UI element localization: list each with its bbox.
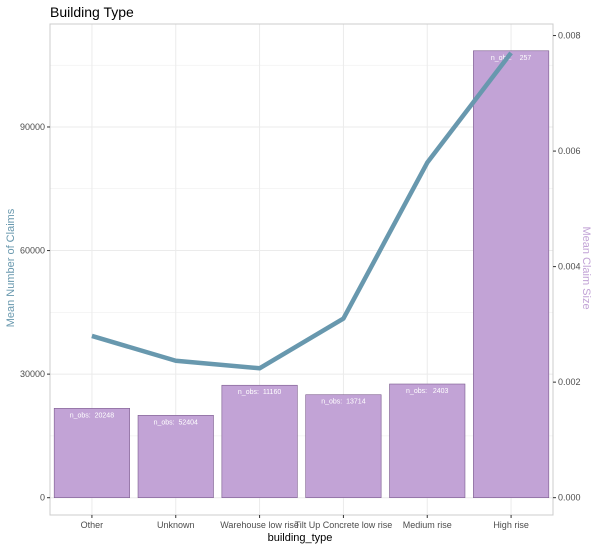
right-y-axis-title: Mean Claim Size <box>580 226 592 309</box>
x-tick-label: Medium rise <box>403 520 452 530</box>
right-y-tick-label: 0.004 <box>558 262 581 272</box>
left-y-axis: 0 30000 60000 90000 <box>20 122 50 503</box>
bar-5 <box>473 50 550 498</box>
x-tick-label: Warehouse low rise <box>220 520 299 530</box>
bar-label-3: n_obs: 13714 <box>321 399 365 406</box>
left-y-tick-label: 90000 <box>20 122 45 132</box>
right-y-tick-label: 0.002 <box>558 377 581 387</box>
left-y-axis-title: Mean Number of Claims <box>5 208 17 327</box>
bar-label-1: n_obs: 52404 <box>154 419 198 426</box>
right-y-tick-label: 0.006 <box>558 146 581 156</box>
mean-claim-size-line <box>91 51 513 371</box>
panel-border <box>49 23 554 516</box>
x-tick-label: Unknown <box>157 520 195 530</box>
bars-group: n_obs: 20248 n_obs: 52404 n_obs: 11160 n_ob… <box>53 50 550 498</box>
right-y-axis: 0.000 0.002 0.004 0.006 0.008 <box>553 31 581 503</box>
bar-label-5: n_obs: 257 <box>491 55 532 62</box>
bar-0 <box>53 408 130 498</box>
left-y-tick-label: 60000 <box>20 246 45 256</box>
x-axis-title: building_type <box>268 532 333 544</box>
line-series-group <box>91 51 513 371</box>
right-y-tick-label: 0.008 <box>558 31 581 41</box>
x-tick-label: Tilt Up Concrete low rise <box>295 520 393 530</box>
chart-title: Building Type <box>50 4 134 20</box>
bar-3 <box>305 394 382 498</box>
bar-1 <box>137 415 214 498</box>
bar-label-0: n_obs: 20248 <box>70 412 114 419</box>
bar-label-2: n_obs: 11160 <box>238 389 281 396</box>
x-tick-label: High rise <box>493 520 529 530</box>
left-y-tick-label: 30000 <box>20 369 45 379</box>
bar-4 <box>389 383 466 498</box>
bar-2 <box>221 384 298 498</box>
left-y-tick-label: 0 <box>40 493 45 503</box>
x-tick-label: Other <box>81 520 104 530</box>
bar-label-4: n_obs: 2403 <box>406 388 449 395</box>
right-y-tick-label: 0.000 <box>558 493 581 503</box>
